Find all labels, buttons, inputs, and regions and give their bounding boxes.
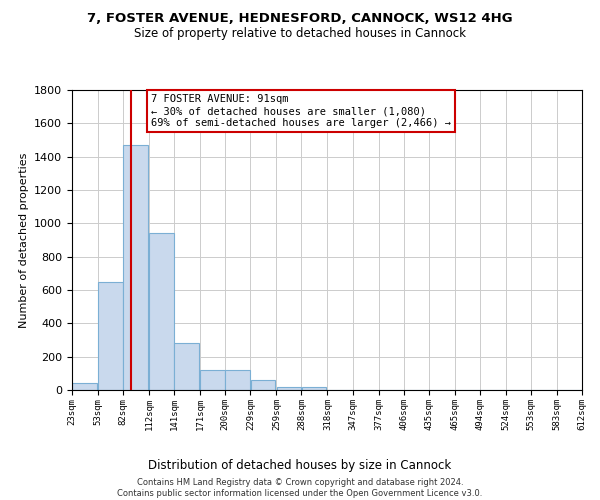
Bar [200, 370, 225, 390]
Bar [98, 282, 123, 390]
Text: Contains HM Land Registry data © Crown copyright and database right 2024.
Contai: Contains HM Land Registry data © Crown c… [118, 478, 482, 498]
Text: Distribution of detached houses by size in Cannock: Distribution of detached houses by size … [148, 460, 452, 472]
Text: 7 FOSTER AVENUE: 91sqm
← 30% of detached houses are smaller (1,080)
69% of semi-: 7 FOSTER AVENUE: 91sqm ← 30% of detached… [151, 94, 451, 128]
Bar [251, 380, 275, 390]
Bar [124, 145, 148, 390]
Bar [277, 386, 301, 390]
Bar [302, 386, 326, 390]
Bar [226, 370, 250, 390]
Bar [175, 342, 199, 390]
Bar [72, 384, 97, 390]
Bar [149, 234, 174, 390]
Y-axis label: Number of detached properties: Number of detached properties [19, 152, 29, 328]
Text: 7, FOSTER AVENUE, HEDNESFORD, CANNOCK, WS12 4HG: 7, FOSTER AVENUE, HEDNESFORD, CANNOCK, W… [87, 12, 513, 26]
Text: Size of property relative to detached houses in Cannock: Size of property relative to detached ho… [134, 28, 466, 40]
